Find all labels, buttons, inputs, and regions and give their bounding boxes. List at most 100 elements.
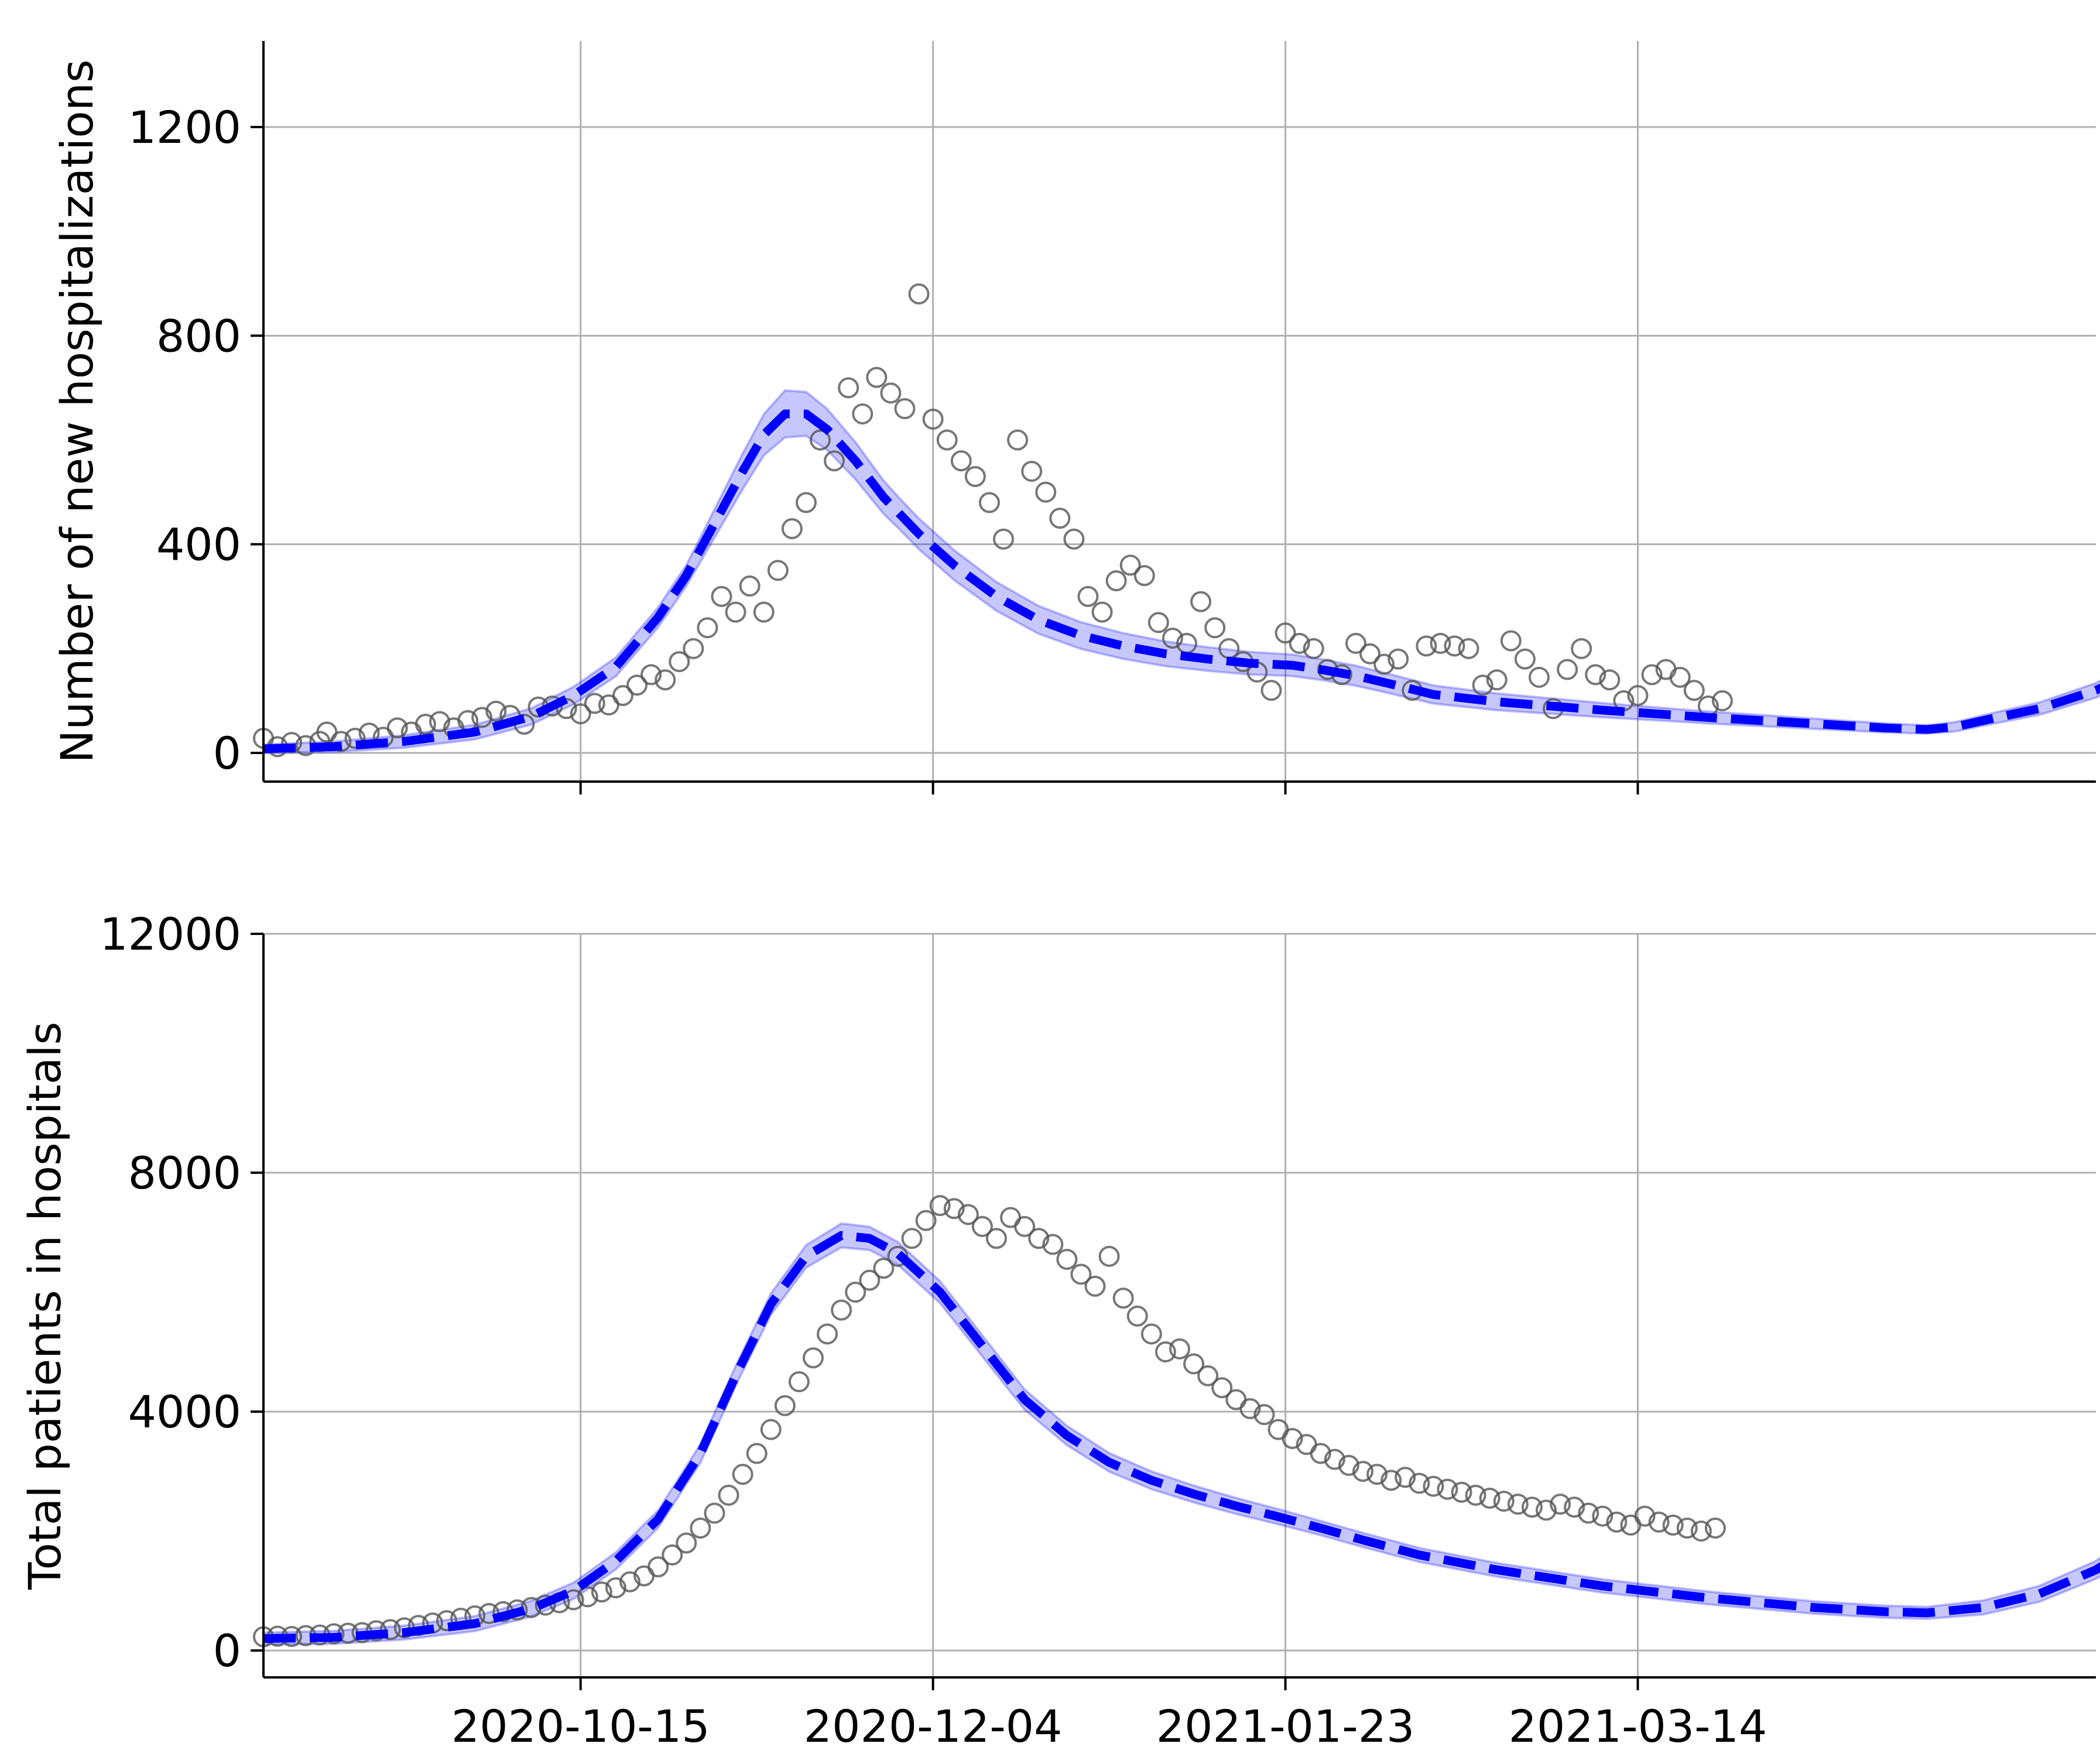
- observed-point: [676, 1532, 697, 1554]
- observed-point: [1571, 638, 1592, 659]
- observed-point: [1366, 1464, 1388, 1485]
- observed-point: [1105, 570, 1127, 592]
- observed-point: [901, 1228, 923, 1249]
- observed-point: [1380, 1470, 1402, 1491]
- observed-point: [598, 694, 619, 716]
- observed-point: [908, 283, 930, 305]
- y-tick-label: 12000: [100, 908, 241, 960]
- observed-point: [929, 1195, 951, 1217]
- observed-point: [1395, 1467, 1416, 1488]
- observed-point: [1550, 1494, 1571, 1515]
- observed-point: [810, 429, 831, 451]
- observed-point: [640, 664, 662, 686]
- x-tick-label: 2021-01-23: [1156, 1700, 1415, 1752]
- observed-point: [1225, 1389, 1247, 1410]
- observed-point: [563, 1589, 584, 1611]
- y-tick-label: 4000: [128, 1386, 241, 1438]
- observed-point: [1119, 554, 1141, 576]
- observed-point: [1486, 669, 1508, 691]
- observed-point: [1359, 643, 1381, 665]
- observed-point: [570, 703, 591, 725]
- observed-point: [1373, 653, 1395, 675]
- observed-point: [386, 717, 408, 739]
- y-axis-title: Total patients in hospitals: [19, 1022, 71, 1590]
- observed-point: [936, 429, 958, 451]
- observed-point: [429, 711, 450, 732]
- observed-point: [1514, 648, 1536, 670]
- observed-point: [978, 492, 1000, 513]
- observed-point: [1303, 638, 1324, 659]
- observed-point: [1000, 1207, 1022, 1228]
- observed-point: [1388, 648, 1409, 670]
- observed-point: [817, 1323, 838, 1345]
- observed-point: [344, 728, 366, 749]
- observed-point: [725, 601, 746, 623]
- observed-point: [1669, 666, 1691, 688]
- observed-point: [880, 382, 902, 404]
- observed-point: [1289, 632, 1310, 654]
- observed-point: [535, 1594, 556, 1616]
- observed-point: [1690, 1520, 1712, 1542]
- observed-point: [436, 1610, 457, 1632]
- observed-point: [1162, 628, 1183, 649]
- observed-point: [824, 450, 845, 472]
- observed-point: [1126, 1305, 1148, 1327]
- observed-point: [845, 1282, 866, 1303]
- observed-point: [894, 398, 916, 420]
- observed-point: [1169, 1338, 1190, 1359]
- observed-point: [1606, 1511, 1628, 1533]
- observed-point: [739, 575, 760, 597]
- observed-point: [838, 377, 859, 399]
- observed-point: [1310, 1443, 1331, 1464]
- observed-point: [1430, 632, 1451, 654]
- observed-point: [746, 1443, 768, 1464]
- observed-point: [781, 518, 803, 539]
- observed-point: [1704, 1517, 1726, 1539]
- observed-point: [1098, 1245, 1120, 1267]
- uncertainty-band: [262, 389, 2100, 755]
- observed-point: [1662, 1514, 1684, 1536]
- observed-point: [1409, 1472, 1430, 1494]
- observed-point: [330, 731, 352, 752]
- observed-point: [1500, 630, 1522, 652]
- observed-point: [1472, 674, 1493, 696]
- observed-point: [1711, 690, 1733, 711]
- observed-point: [803, 1347, 824, 1369]
- observed-point: [1416, 635, 1437, 657]
- observed-point: [1007, 429, 1029, 451]
- observed-point: [619, 1571, 640, 1592]
- observed-point: [1282, 1427, 1303, 1449]
- observed-point: [1423, 1475, 1444, 1497]
- observed-point: [1204, 617, 1226, 639]
- y-tick-label: 0: [213, 1625, 241, 1677]
- observed-point: [1056, 1248, 1078, 1270]
- observed-point: [1479, 1487, 1501, 1509]
- observed-point: [1599, 669, 1621, 691]
- observed-point: [831, 1299, 852, 1321]
- observed-point: [922, 408, 944, 430]
- observed-point: [1352, 1461, 1373, 1482]
- observed-point: [584, 693, 605, 714]
- observed-point: [1345, 632, 1366, 654]
- observed-point: [1239, 1398, 1261, 1419]
- observed-point: [711, 585, 732, 607]
- observed-point: [1133, 565, 1155, 587]
- observed-point: [1592, 1505, 1613, 1527]
- observed-point: [655, 669, 676, 691]
- observed-point: [795, 492, 817, 513]
- y-tick-label: 0: [213, 727, 241, 779]
- observed-point: [760, 1419, 782, 1440]
- y-tick-label: 1200: [128, 101, 241, 153]
- observed-point: [1042, 1234, 1064, 1255]
- y-tick-label: 800: [156, 310, 241, 362]
- observed-point: [1084, 1275, 1106, 1297]
- observed-point: [1140, 1323, 1162, 1345]
- observed-point: [1211, 1377, 1233, 1399]
- observed-point: [1557, 659, 1578, 680]
- x-tick-label: 2021-03-14: [1509, 1700, 1767, 1752]
- observed-point: [648, 1556, 669, 1578]
- observed-point: [1028, 1228, 1050, 1249]
- observed-point: [1021, 460, 1043, 482]
- observed-point: [1338, 1454, 1359, 1476]
- uncertainty-band: [262, 1222, 2100, 1646]
